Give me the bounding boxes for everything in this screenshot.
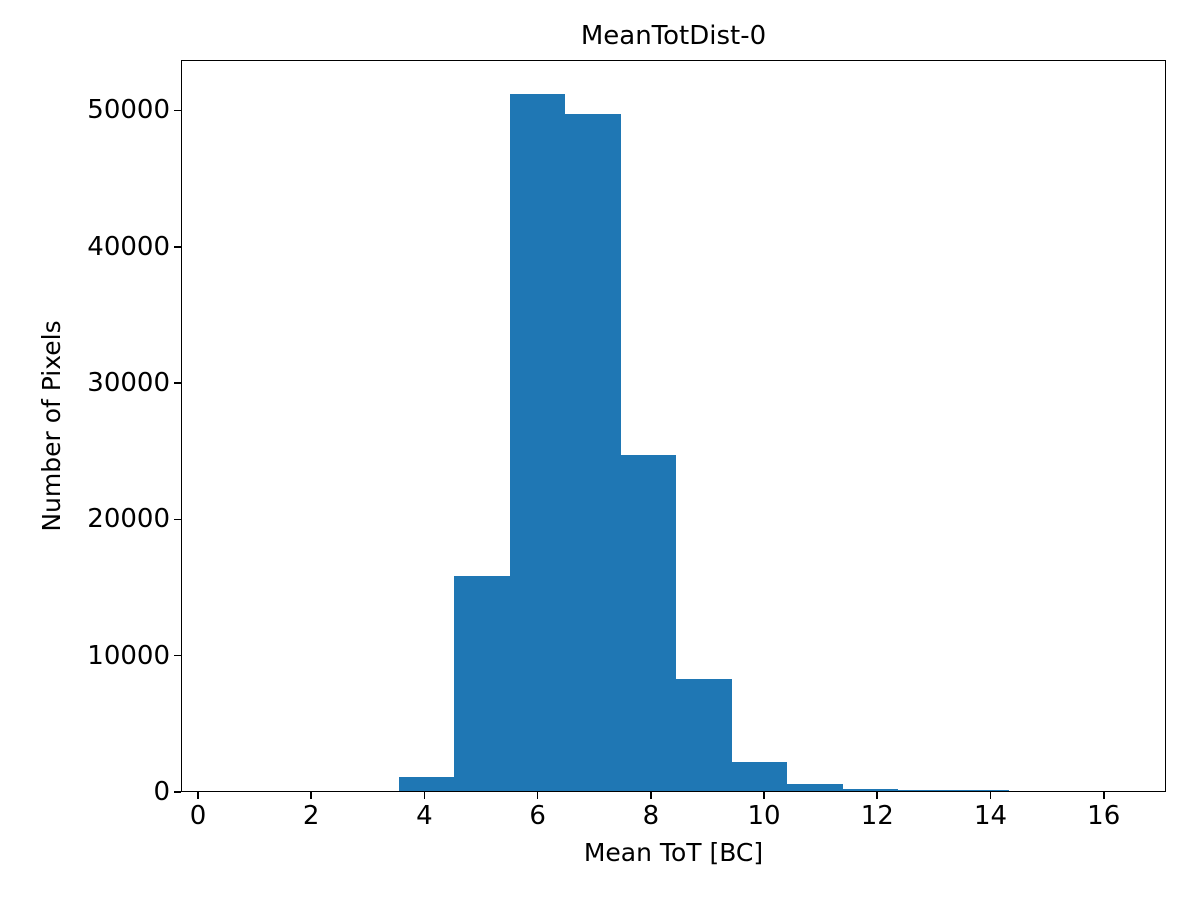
x-axis-tick-label: 4	[416, 801, 433, 831]
x-axis-label: Mean ToT [BC]	[583, 838, 764, 867]
histogram-bar	[620, 455, 677, 791]
histogram-bar	[787, 784, 843, 791]
histogram-bar	[676, 678, 732, 791]
histogram-bar	[398, 777, 455, 791]
x-axis-tick-mark	[536, 792, 539, 799]
histogram-bar	[565, 114, 621, 791]
x-axis-tick-label: 10	[747, 801, 781, 831]
y-axis-tick-mark	[174, 791, 181, 793]
histogram-bar	[509, 93, 566, 791]
x-axis-tick-label: 14	[973, 801, 1008, 831]
y-axis-tick-mark	[174, 654, 181, 657]
histogram-bar	[454, 575, 510, 791]
y-axis-tick-label: 20000	[87, 504, 170, 535]
x-axis-tick-label: 16	[1087, 801, 1121, 831]
plot-area	[181, 60, 1166, 792]
histogram-bar	[898, 790, 954, 791]
page-title: MeanTotDist-0	[580, 21, 767, 51]
x-axis-tick-mark	[989, 792, 992, 799]
x-axis-tick-label: 2	[302, 801, 320, 831]
histogram-bar	[731, 761, 788, 791]
x-axis-tick-mark	[423, 792, 426, 799]
y-axis-tick-label: 30000	[87, 368, 170, 399]
x-axis-tick-mark	[197, 792, 199, 799]
x-axis-tick-mark	[763, 792, 765, 799]
x-axis-tick-label: 0	[189, 801, 207, 831]
y-axis-tick-mark	[174, 518, 181, 521]
x-axis-tick-label: 8	[642, 801, 660, 831]
y-axis-tick-label: 0	[153, 777, 170, 807]
y-axis-tick-mark	[174, 382, 181, 384]
x-axis-tick-mark	[1102, 792, 1105, 799]
histogram-bars	[182, 61, 1165, 791]
histogram-bar	[842, 788, 899, 791]
y-axis-label: Number of Pixels	[37, 320, 66, 532]
y-axis-tick-label: 40000	[87, 231, 170, 262]
x-axis-tick-label: 6	[529, 801, 546, 831]
y-axis-tick-label: 10000	[87, 640, 170, 671]
x-axis-tick-mark	[650, 792, 652, 799]
histogram-bar	[953, 790, 1010, 791]
x-axis-tick-label: 12	[860, 801, 894, 831]
x-axis-tick-mark	[310, 792, 312, 799]
y-axis-tick-mark	[174, 245, 181, 248]
y-axis-tick-mark	[174, 109, 181, 112]
x-axis-tick-mark	[876, 792, 879, 799]
y-axis-tick-label: 50000	[87, 95, 170, 126]
